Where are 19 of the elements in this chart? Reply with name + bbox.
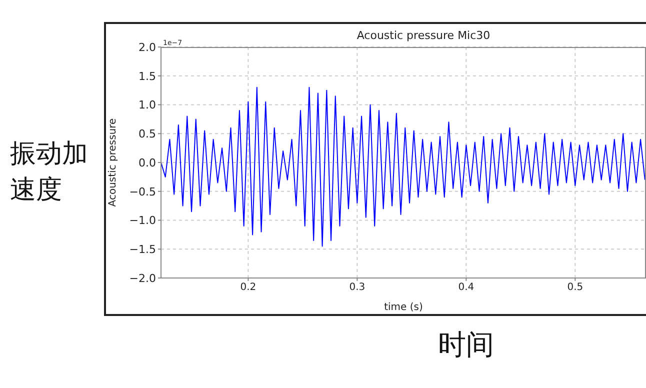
x-tick-label: 0.2 xyxy=(240,282,256,294)
x-tick-label: 0.4 xyxy=(458,282,474,294)
y-tick-label: −1.0 xyxy=(129,214,156,228)
y-tick-label: −2.0 xyxy=(129,272,156,285)
x-axis-title: time (s) xyxy=(384,302,423,313)
chart-title: Acoustic pressure Mic30 xyxy=(356,29,490,42)
x-tick-label: 0.3 xyxy=(349,282,366,294)
x-tick-label: 0.5 xyxy=(567,282,584,294)
y-axis-title: Acoustic pressure xyxy=(108,118,119,207)
y-tick-label: 1.0 xyxy=(138,98,156,112)
y-tick-label: 0.0 xyxy=(138,156,156,170)
y-tick-label: 0.5 xyxy=(138,128,156,141)
y-tick-label: 1.5 xyxy=(138,70,156,83)
y-tick-label: −1.5 xyxy=(129,243,156,256)
text: 时间 xyxy=(438,327,494,363)
y-tick-label: −0.5 xyxy=(129,185,156,198)
line-series xyxy=(161,86,646,247)
text: 振动加速度 xyxy=(10,138,89,207)
y-tick-label: 2.0 xyxy=(138,40,156,54)
